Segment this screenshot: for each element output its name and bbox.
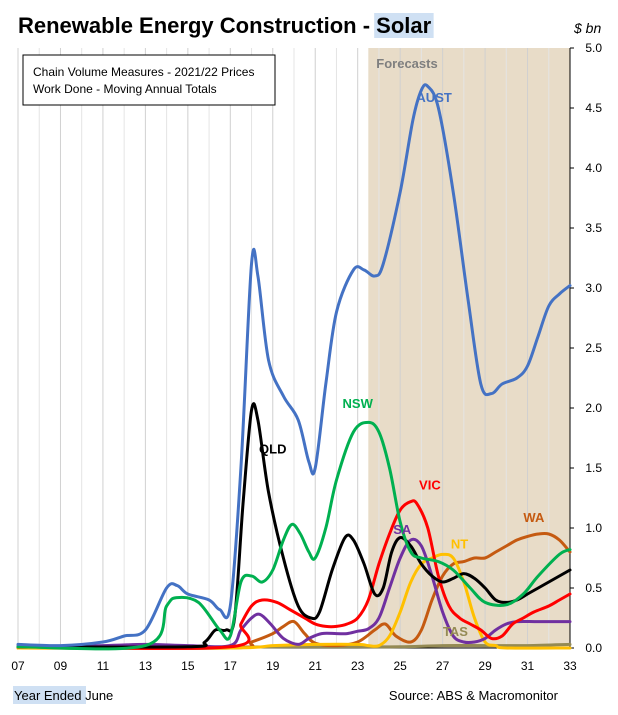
y-tick-0.0: 0.0 bbox=[585, 641, 602, 655]
chart-title-highlight-bg bbox=[374, 13, 434, 38]
y-tick-2.0: 2.0 bbox=[585, 401, 602, 415]
forecast-label: Forecasts bbox=[376, 56, 437, 71]
series-label-qld: QLD bbox=[259, 442, 286, 457]
chart-title-highlight: Solar bbox=[376, 13, 431, 38]
x-tick-21: 21 bbox=[309, 659, 323, 673]
y-axis-ticks: 0.0 0.5 1.0 1.5 2.0 2.5 3.0 3.5 4.0 4.5 5.0 bbox=[570, 41, 602, 655]
x-tick-19: 19 bbox=[266, 659, 280, 673]
x-tick-23: 23 bbox=[351, 659, 365, 673]
series-line-aust bbox=[16, 83, 572, 648]
series-line-nsw bbox=[16, 420, 572, 651]
x-tick-27: 27 bbox=[436, 659, 450, 673]
y-tick-3.5: 3.5 bbox=[585, 221, 602, 235]
x-tick-31: 31 bbox=[521, 659, 535, 673]
series-line-qld bbox=[16, 402, 572, 649]
series-line-vic bbox=[16, 499, 572, 650]
chart-title: Renewable Energy Construction - Solar bbox=[18, 13, 432, 38]
gridlines bbox=[17, 48, 571, 649]
y-tick-0.5: 0.5 bbox=[585, 581, 602, 595]
x-tick-07: 07 bbox=[11, 659, 25, 673]
xlabel-highlight-bg bbox=[13, 686, 86, 704]
y-tick-5.0: 5.0 bbox=[585, 41, 602, 55]
x-tick-11: 11 bbox=[97, 659, 110, 673]
x-tick-29: 29 bbox=[478, 659, 492, 673]
x-tick-17: 17 bbox=[224, 659, 238, 673]
y-tick-4.5: 4.5 bbox=[585, 101, 602, 115]
x-tick-09: 09 bbox=[54, 659, 68, 673]
x-axis-label: Year Ended June bbox=[14, 688, 113, 703]
x-tick-15: 15 bbox=[181, 659, 195, 673]
subtitle-line-1: Chain Volume Measures - 2021/22 Prices bbox=[33, 65, 254, 79]
series-label-tas: TAS bbox=[443, 624, 468, 639]
series-label-wa: WA bbox=[523, 510, 545, 525]
series-lines bbox=[16, 83, 572, 651]
x-tick-33: 33 bbox=[563, 659, 577, 673]
series-label-nt: NT bbox=[451, 536, 468, 551]
y-tick-1.0: 1.0 bbox=[585, 521, 602, 535]
subtitle-line-2: Work Done - Moving Annual Totals bbox=[33, 82, 217, 96]
subtitle-box bbox=[22, 54, 276, 106]
y-tick-3.0: 3.0 bbox=[585, 281, 602, 295]
x-tick-13: 13 bbox=[139, 659, 153, 673]
forecast-band bbox=[368, 48, 570, 648]
series-label-sa: SA bbox=[393, 522, 412, 537]
series-label-vic: VIC bbox=[419, 478, 441, 493]
x-tick-25: 25 bbox=[393, 659, 407, 673]
plot-area: 07 09 11 13 15 17 19 21 23 25 27 29 31 33 0.0 0.5 1.0 1.… bbox=[11, 41, 602, 673]
x-axis-ticks: 07 09 11 13 15 17 19 21 23 25 27 29 31 33 bbox=[11, 659, 577, 673]
y-tick-1.5: 1.5 bbox=[585, 461, 602, 475]
y-tick-2.5: 2.5 bbox=[585, 341, 602, 355]
y-tick-4.0: 4.0 bbox=[585, 161, 602, 175]
source-note: Source: ABS & Macromonitor bbox=[389, 688, 559, 703]
series-labels: TAS WA NT SA VIC QLD NSW AUST bbox=[259, 90, 545, 639]
unit-label: $ bn bbox=[573, 20, 601, 36]
series-line-wa bbox=[16, 531, 572, 650]
series-label-aust: AUST bbox=[416, 90, 451, 105]
series-label-nsw: NSW bbox=[343, 396, 374, 411]
